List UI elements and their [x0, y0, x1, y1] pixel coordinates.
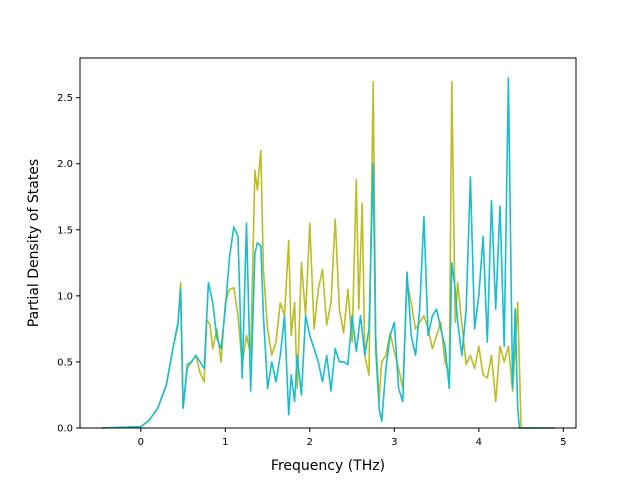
- plot-frame: [79, 57, 577, 429]
- x-axis-ticks: 0 1 2 3 4 5: [138, 428, 567, 448]
- x-tick-label: 3: [391, 437, 397, 448]
- y-tick-label: 1.5: [57, 225, 73, 236]
- y-tick-label: 0.0: [57, 424, 73, 435]
- series-layer: [101, 77, 555, 429]
- y-tick-label: 2.0: [57, 159, 73, 170]
- y-tick-label: 2.5: [57, 93, 73, 104]
- x-axis-label: Frequency (THz): [271, 458, 385, 474]
- series-line-1: [101, 81, 555, 429]
- y-axis-label: Partial Density of States: [26, 159, 42, 327]
- x-tick-label: 1: [222, 437, 228, 448]
- y-tick-label: 1.0: [57, 291, 73, 302]
- series-line-2: [101, 77, 555, 429]
- x-tick-label: 5: [560, 437, 566, 448]
- x-tick-label: 4: [476, 437, 482, 448]
- x-tick-label: 2: [307, 437, 313, 448]
- y-axis-ticks: 0.0 0.5 1.0 1.5 2.0 2.5: [57, 93, 80, 435]
- x-tick-label: 0: [138, 437, 144, 448]
- y-tick-label: 0.5: [57, 357, 73, 368]
